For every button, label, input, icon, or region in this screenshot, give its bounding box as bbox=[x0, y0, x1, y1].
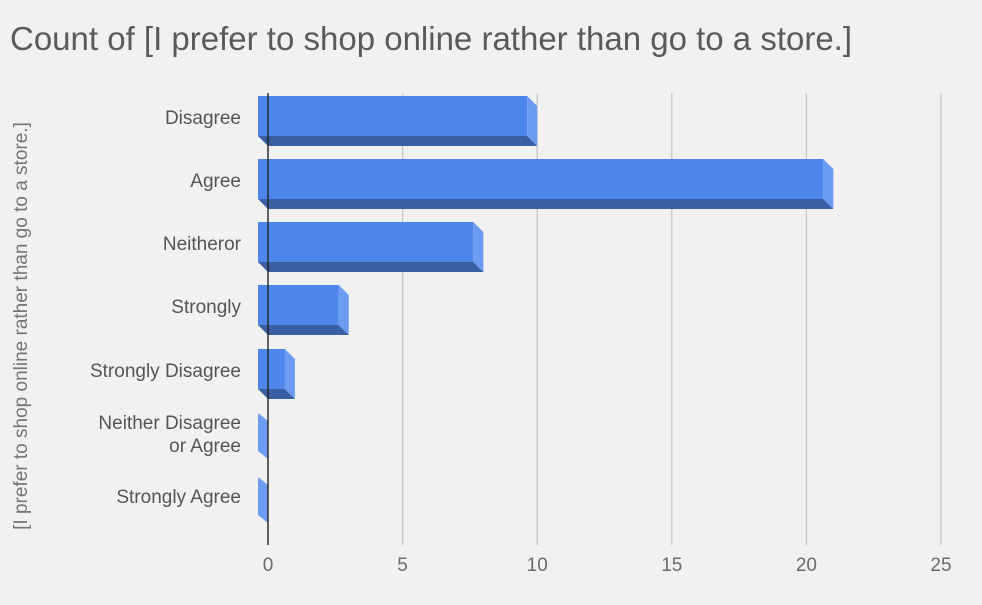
x-tick-label: 10 bbox=[527, 555, 548, 576]
bar-strongly-disagree-front-face bbox=[258, 349, 285, 389]
category-label-agree: Agree bbox=[190, 171, 241, 192]
bar-strongly-bottom-face bbox=[258, 325, 349, 335]
bar-neitheror bbox=[258, 222, 484, 272]
bar-strongly bbox=[258, 285, 349, 335]
category-label-strongly-disagree: Strongly Disagree bbox=[90, 361, 241, 382]
category-label-neither-disagree-or-agree: Neither Disagree or Agree bbox=[98, 413, 241, 457]
bars bbox=[258, 96, 834, 523]
y-axis-label: [I prefer to shop online rather than go … bbox=[11, 122, 32, 530]
x-tick-labels: 0 5 10 15 20 25 bbox=[263, 555, 952, 576]
bar-disagree-end-face bbox=[527, 96, 538, 146]
x-tick-label: 15 bbox=[661, 555, 682, 576]
bar-disagree-bottom-face bbox=[258, 136, 538, 146]
category-label-neitheror: Neitheror bbox=[163, 234, 242, 255]
bar-disagree-front-face bbox=[258, 96, 528, 136]
x-tick-label: 25 bbox=[930, 555, 951, 576]
bar-strongly-front-face bbox=[258, 285, 339, 325]
bar-agree-bottom-face bbox=[258, 199, 834, 209]
bar-neitheror-end-face bbox=[473, 222, 484, 272]
category-labels: Disagree Agree Neitheror Strongly Strongly D… bbox=[90, 108, 242, 508]
bar-agree-front-face bbox=[258, 159, 824, 199]
x-tick-label: 20 bbox=[796, 555, 817, 576]
x-tick-label: 0 bbox=[263, 555, 274, 576]
chart-title: Count of [I prefer to shop online rather… bbox=[10, 20, 852, 57]
bar-strongly-end-face bbox=[338, 285, 349, 335]
bar-disagree bbox=[258, 96, 538, 146]
category-label-disagree: Disagree bbox=[165, 108, 241, 129]
bar-strongly-agree-end-face bbox=[258, 477, 268, 523]
bar-neitheror-front-face bbox=[258, 222, 474, 262]
bar-strongly-disagree-end-face bbox=[284, 349, 295, 399]
bar-strongly-disagree-bottom-face bbox=[258, 389, 295, 399]
bar-neither-disagree-or-agree bbox=[258, 413, 268, 459]
bar-agree-end-face bbox=[823, 159, 834, 209]
bar-agree bbox=[258, 159, 834, 209]
bar-strongly-agree bbox=[258, 477, 268, 523]
category-label-strongly: Strongly bbox=[171, 297, 241, 318]
bar-strongly-disagree bbox=[258, 349, 295, 399]
category-label-strongly-agree: Strongly Agree bbox=[116, 487, 241, 508]
bar-neither-disagree-or-agree-end-face bbox=[258, 413, 268, 459]
x-tick-label: 5 bbox=[397, 555, 408, 576]
bar-neitheror-bottom-face bbox=[258, 262, 484, 272]
